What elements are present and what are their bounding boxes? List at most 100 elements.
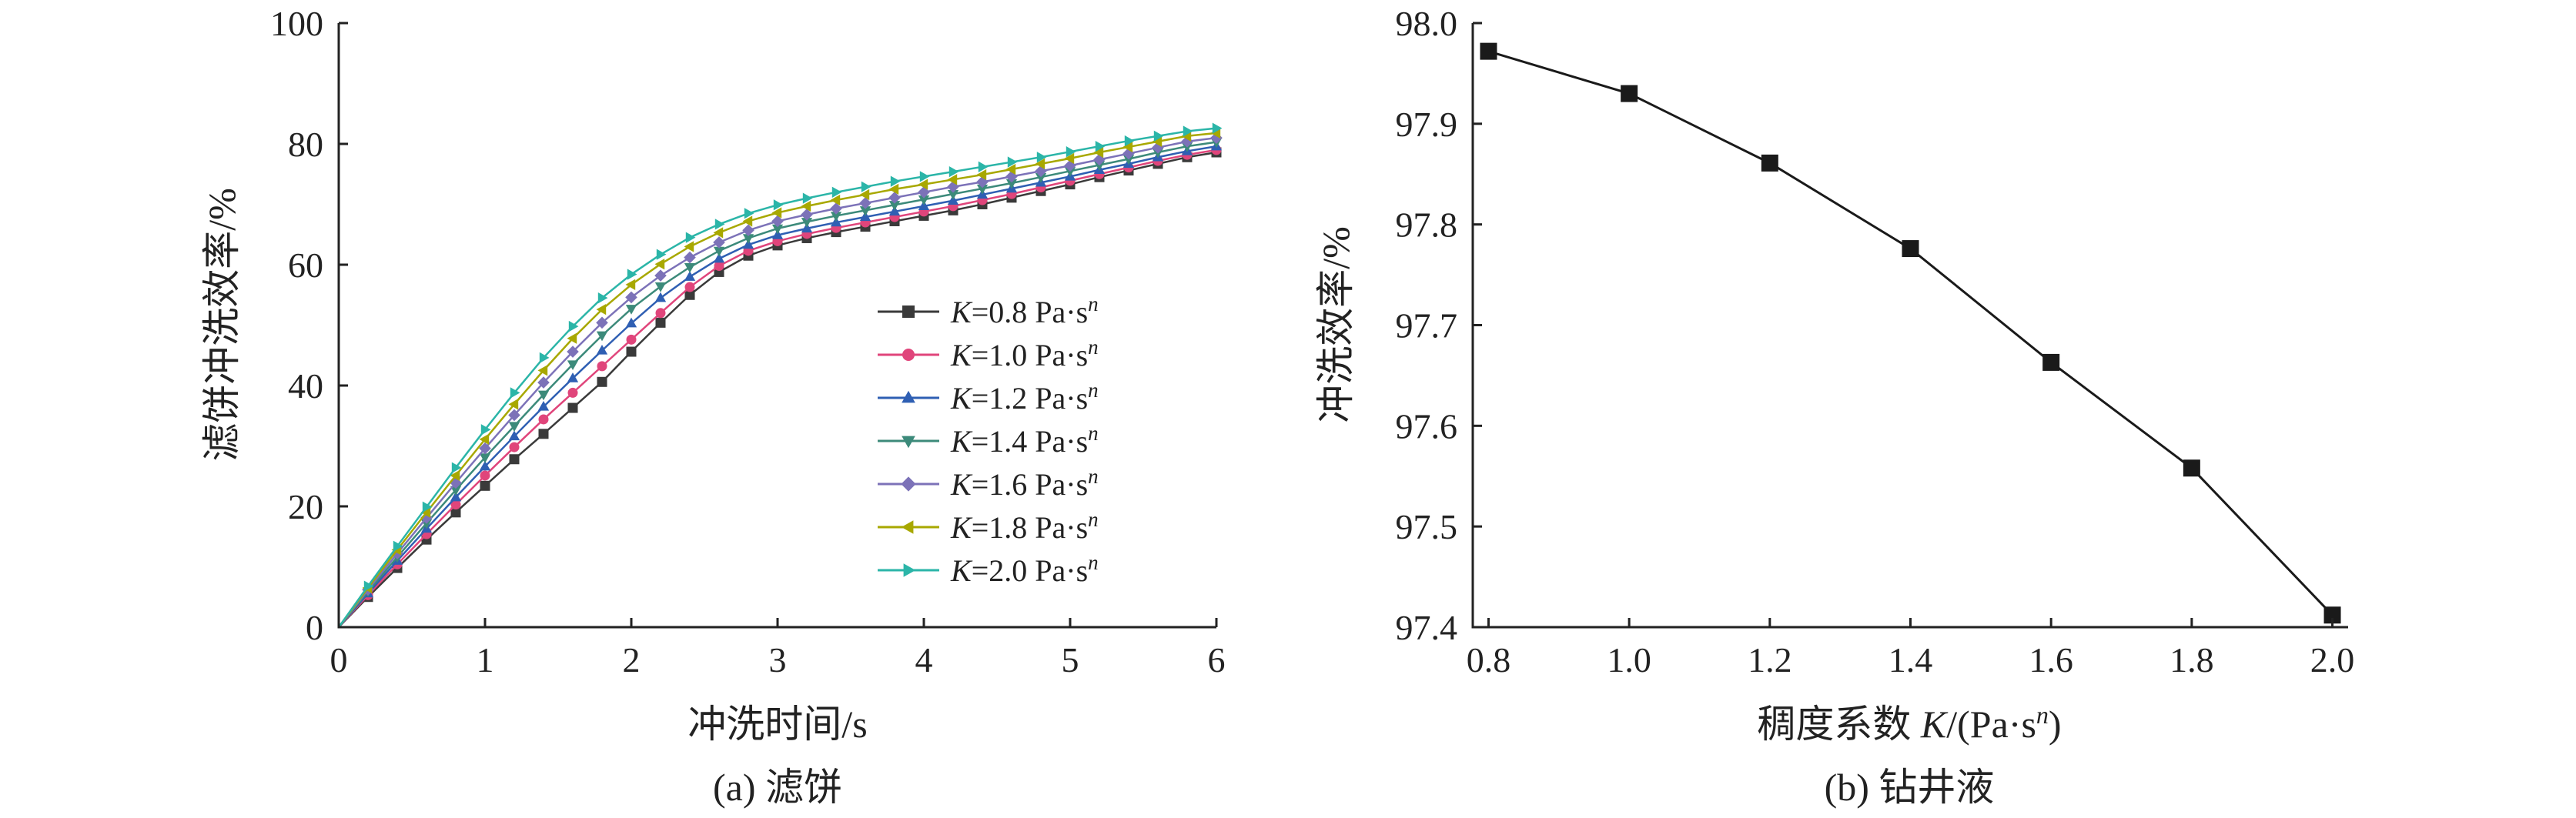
chart-a-data-point (713, 227, 724, 239)
chart-a-data-point (655, 308, 666, 319)
chart-b-data-point (2183, 459, 2200, 477)
chart-a-data-point (684, 271, 696, 281)
chart-a-data-point (918, 195, 930, 205)
chart-a-data-point (801, 222, 813, 233)
chart-a-data-point (1212, 122, 1223, 134)
chart-a-data-point (742, 215, 753, 227)
chart-a-data-point (655, 317, 666, 328)
chart-b-x-axis-label: 稠度系数 K/(Pa·sn) (1757, 701, 2061, 746)
chart-a-data-point (626, 346, 637, 357)
legend-label-prefix: K (950, 553, 973, 588)
chart-a-series-6 (337, 122, 1223, 628)
chart-b-x-tick-label: 0.8 (1467, 640, 1511, 679)
chart-a-data-point (742, 239, 754, 249)
chart-a: K=0.8 Pa·snK=1.0 Pa·snK=1.2 Pa·snK=1.4 P… (200, 4, 1228, 809)
chart-b-series-0 (1480, 42, 2341, 624)
chart-a-data-point (422, 501, 433, 513)
chart-a-data-point (420, 506, 431, 518)
chart-a-legend-entry: K=1.0 Pa·sn (878, 336, 1099, 372)
chart-a-series-4 (338, 132, 1223, 628)
chart-a-data-point (830, 212, 842, 222)
chart-a-data-point (1035, 165, 1047, 178)
chart-b-x-label-sup: n (2036, 701, 2049, 729)
chart-b-x-label-italic: K (1920, 703, 1949, 746)
chart-a-data-point (1064, 152, 1075, 164)
chart-a-data-point (625, 291, 637, 304)
chart-a-data-point (537, 401, 550, 411)
chart-a-data-point (656, 249, 667, 260)
chart-b-x-label-close: ) (2049, 703, 2062, 746)
chart-a-data-point (976, 175, 989, 189)
chart-b-y-tick-label: 97.8 (1396, 205, 1458, 245)
chart-a-data-point (947, 195, 959, 205)
legend-label-prefix: K (950, 424, 973, 459)
chart-a-data-point (1036, 152, 1047, 163)
chart-a-data-point (830, 202, 842, 215)
chart-a-data-point (801, 200, 811, 212)
chart-a-data-point (742, 224, 754, 237)
chart-a-data-point (918, 200, 930, 211)
chart-a-data-point (393, 540, 403, 552)
chart-a-data-point (363, 580, 374, 592)
chart-a-data-point (859, 197, 871, 209)
legend-label-sup: n (1088, 379, 1099, 402)
chart-a-legend-marker (901, 520, 914, 534)
chart-a-data-point (596, 344, 608, 355)
chart-a-data-point (537, 376, 550, 389)
chart-a-data-point (918, 186, 930, 199)
chart-a-data-point (771, 224, 784, 235)
chart-a-legend-label: K=1.2 Pa·sn (950, 379, 1099, 416)
chart-a-data-point (450, 486, 462, 496)
chart-a-data-point (654, 282, 667, 292)
chart-a-data-point (802, 192, 813, 204)
chart-a-data-point (508, 399, 519, 410)
chart-b-data-point (1761, 154, 1778, 172)
legend-label-sup: n (1088, 508, 1099, 531)
chart-b-y-tick-label: 97.9 (1396, 105, 1458, 144)
chart-a-data-point (684, 289, 695, 300)
chart-a-data-point (537, 365, 548, 376)
chart-a-data-point (567, 387, 578, 398)
chart-a-data-point (742, 234, 754, 244)
chart-a-data-point (976, 169, 987, 181)
chart-a-data-point (537, 390, 550, 401)
chart-b-caption: (b) 钻井液 (1825, 766, 1995, 809)
chart-a-data-point (744, 208, 754, 219)
chart-a-data-point (596, 331, 608, 342)
chart-a-data-point (626, 334, 637, 345)
chart-b-x-tick-label: 1.6 (2029, 640, 2073, 679)
chart-a-data-point (508, 422, 520, 432)
chart-a-data-point (654, 292, 667, 302)
chart-a-data-point (1093, 146, 1104, 159)
chart-a-data-point (538, 414, 549, 425)
chart-a-legend-entry: K=0.8 Pa·sn (878, 292, 1099, 329)
chart-b-x-tick-label: 2.0 (2310, 640, 2355, 679)
chart-a-legend-entry: K=1.4 Pa·sn (878, 422, 1099, 459)
chart-a-data-point (713, 236, 725, 249)
chart-a-data-point (625, 305, 637, 315)
chart-a-data-point (450, 499, 461, 510)
chart-b-data-point (1621, 85, 1638, 102)
chart-a-data-point (510, 387, 520, 399)
chart-a-data-point (1124, 135, 1135, 147)
chart-a-data-point (539, 352, 550, 364)
legend-label-prefix: K (950, 381, 973, 416)
chart-a-data-point (1152, 141, 1164, 154)
chart-a-data-point (627, 269, 637, 280)
chart-b-y-tick-label: 97.6 (1396, 406, 1458, 446)
legend-label-rest: =1.2 Pa·s (972, 381, 1088, 416)
chart-a-data-point (567, 402, 578, 413)
chart-b-y-tick-label: 97.4 (1396, 608, 1458, 647)
chart-a-data-point (451, 462, 462, 473)
chart-a-data-point (771, 229, 784, 239)
chart-a-x-tick-label: 6 (1208, 640, 1226, 679)
legend-label-sup: n (1088, 551, 1099, 574)
chart-a-data-point (947, 174, 958, 185)
chart-a-data-point (1066, 146, 1076, 158)
chart-a-data-point (948, 165, 959, 178)
chart-a-data-point (450, 476, 462, 489)
chart-a-data-point (801, 209, 813, 221)
chart-b: 0.8 1.0 1.2 1.4 1.6 1.8 2.0 97.497.597.697.797… (1314, 4, 2354, 809)
chart-a-data-point (859, 211, 871, 222)
